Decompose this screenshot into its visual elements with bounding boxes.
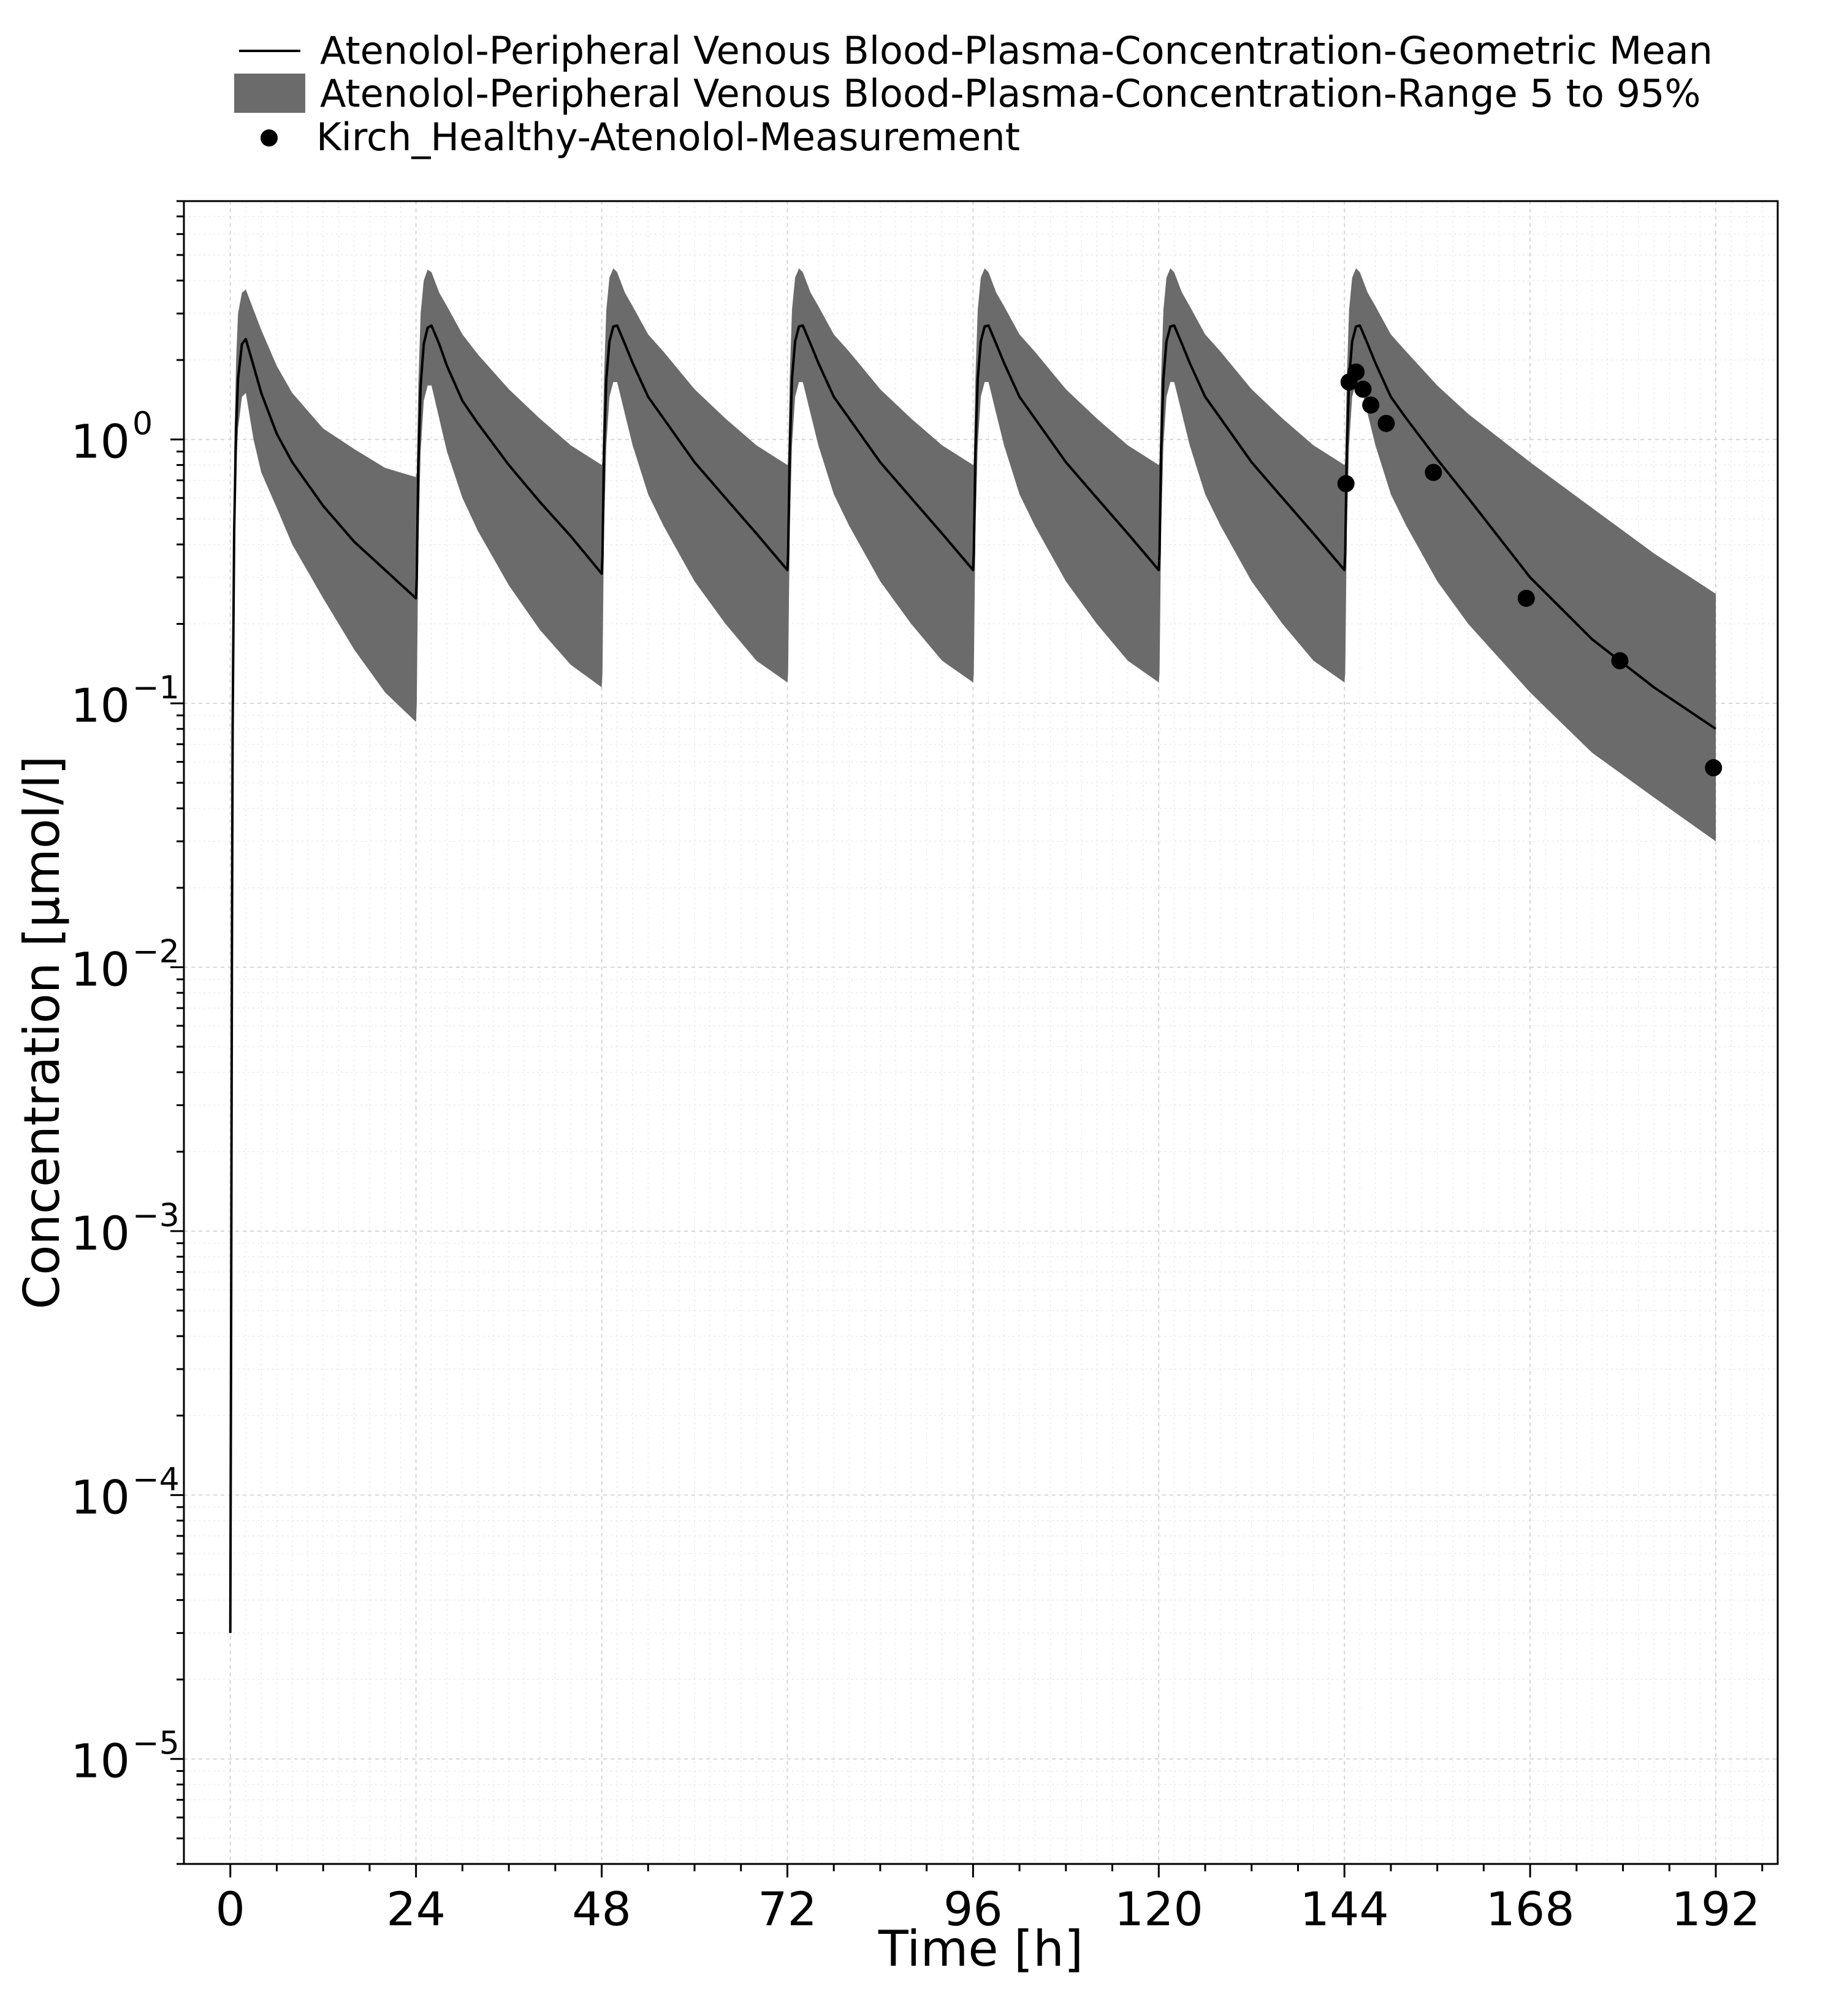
y-axis-title: Concentration [µmol/l]: [13, 756, 70, 1310]
legend-marker-swatch: [261, 129, 278, 147]
y-tick-label: 10: [70, 1734, 130, 1789]
x-tick-label: 24: [386, 1882, 446, 1936]
y-tick-label: 10: [70, 942, 130, 997]
measurement-point: [1425, 464, 1442, 481]
x-tick-label: 96: [943, 1882, 1003, 1936]
mean-line-layer: [229, 324, 1717, 1633]
measurement-point: [1362, 396, 1380, 414]
legend-band-swatch: [234, 74, 305, 113]
x-tick-label: 168: [1486, 1882, 1575, 1936]
range-band-layer: [230, 268, 1716, 1633]
x-tick-label: 144: [1300, 1882, 1389, 1936]
legend: Atenolol-Peripheral Venous Blood-Plasma-…: [234, 28, 1713, 159]
y-tick-label: 10: [70, 414, 130, 469]
measurement-point: [1347, 363, 1365, 381]
y-tick-label-exponent: −1: [132, 670, 180, 706]
x-tick-label: 120: [1114, 1882, 1203, 1936]
x-axis-title: Time [h]: [878, 1920, 1083, 1977]
range-band: [230, 268, 1716, 1633]
legend-label-measurement: Kirch_Healthy-Atenolol-Measurement: [316, 115, 1020, 159]
y-tick-label-exponent: −3: [132, 1197, 180, 1234]
legend-label-range: Atenolol-Peripheral Venous Blood-Plasma-…: [320, 71, 1700, 116]
y-tick-label: 10: [70, 1206, 130, 1261]
x-tick-label: 0: [216, 1882, 245, 1936]
legend-label-mean: Atenolol-Peripheral Venous Blood-Plasma-…: [320, 28, 1713, 73]
grid: [184, 200, 1778, 1865]
measurement-point: [1337, 475, 1355, 492]
measurement-point: [1705, 759, 1723, 777]
measurement-point: [1377, 414, 1395, 432]
measurement-points-layer: [1337, 363, 1723, 777]
plot-frame: [183, 200, 1779, 1865]
axis-ticks: [170, 200, 1764, 1877]
measurement-point: [1354, 380, 1372, 398]
y-tick-label-exponent: −5: [132, 1725, 180, 1762]
x-tick-label: 72: [758, 1882, 817, 1936]
y-tick-label: 10: [70, 678, 130, 733]
measurement-point: [1611, 652, 1629, 670]
y-tick-label-exponent: 0: [132, 406, 153, 443]
measurement-point: [1517, 589, 1535, 607]
mean-line: [229, 324, 1717, 1633]
y-tick-label: 10: [70, 1470, 130, 1524]
x-tick-label: 192: [1671, 1882, 1760, 1936]
y-tick-label-exponent: −2: [132, 934, 180, 971]
y-tick-label-exponent: −4: [132, 1461, 180, 1498]
x-tick-label: 48: [572, 1882, 631, 1936]
x-tick-labels: 0 24 48 72 96 120 144 168 192: [216, 1882, 1761, 1936]
